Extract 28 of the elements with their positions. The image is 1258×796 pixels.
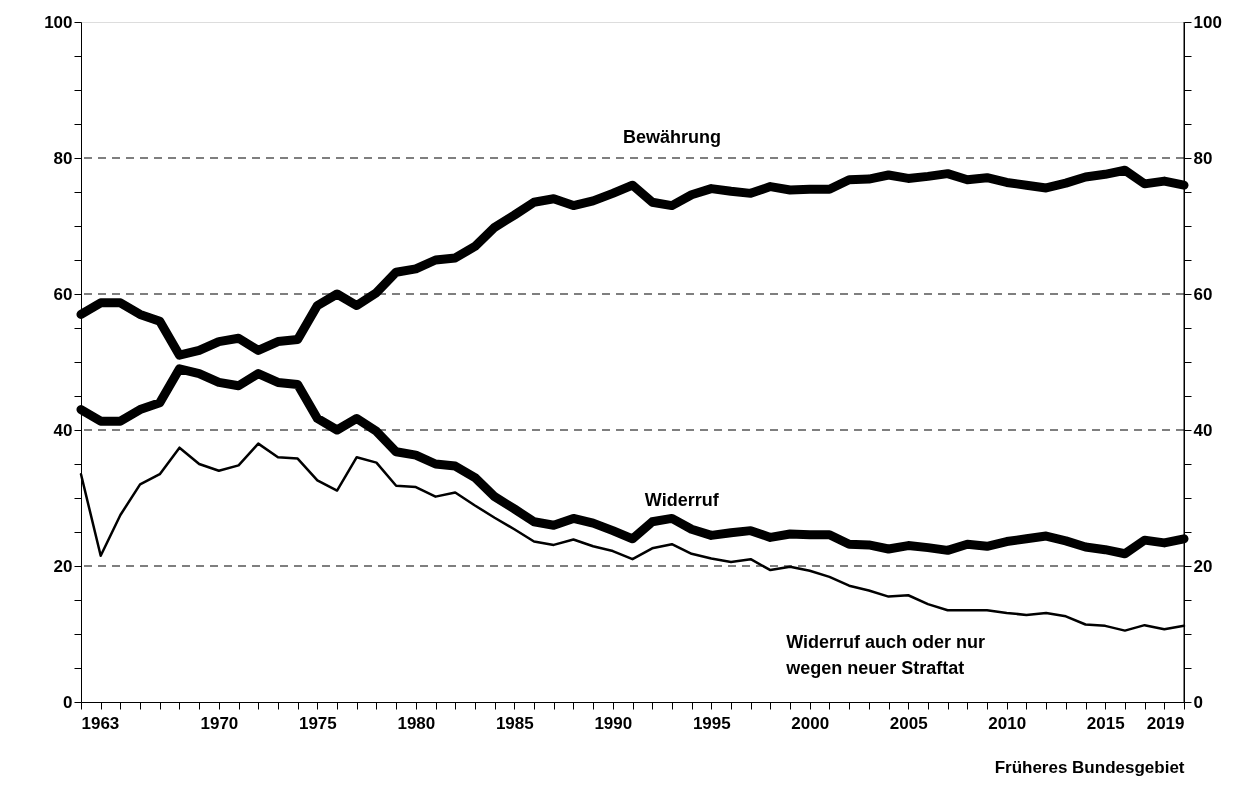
y-tick-label: 100 <box>44 12 73 32</box>
x-axis-title: Früheres Bundesgebiet <box>994 757 1185 777</box>
y-tick-label: 40 <box>53 420 73 440</box>
y2-tick-label: 80 <box>1193 148 1213 168</box>
x-tick-label: 2005 <box>889 713 928 733</box>
x-tick-label: 1980 <box>397 713 436 733</box>
x-tick-label: 2015 <box>1086 713 1125 733</box>
y-tick-label: 80 <box>53 148 73 168</box>
y2-tick-label: 0 <box>1193 692 1203 712</box>
y-tick-label: 20 <box>53 556 73 576</box>
x-tick-label: 1990 <box>594 713 633 733</box>
series-label: Widerruf <box>644 490 720 511</box>
x-tick-label: 2000 <box>791 713 830 733</box>
y-tick-label: 60 <box>53 284 73 304</box>
x-tick-label: 2019 <box>1146 713 1185 733</box>
text: Bewährung <box>622 126 721 147</box>
y2-tick-label: 60 <box>1193 284 1213 304</box>
y2-tick-label: 20 <box>1193 556 1213 576</box>
y-tick-label: 0 <box>63 692 73 712</box>
x-tick-label: 1970 <box>200 713 239 733</box>
y2-tick-label: 40 <box>1193 420 1213 440</box>
series-label: Widerruf auch oder nur wegen neuer Straftat <box>785 631 985 678</box>
x-tick-label: 1985 <box>495 713 534 733</box>
x-tick-label: 1995 <box>692 713 731 733</box>
x-tick-label: 1963 <box>81 713 120 733</box>
x-tick-label: 2010 <box>988 713 1027 733</box>
x-tick-label: 1975 <box>298 713 337 733</box>
y2-tick-label: 100 <box>1193 12 1222 32</box>
